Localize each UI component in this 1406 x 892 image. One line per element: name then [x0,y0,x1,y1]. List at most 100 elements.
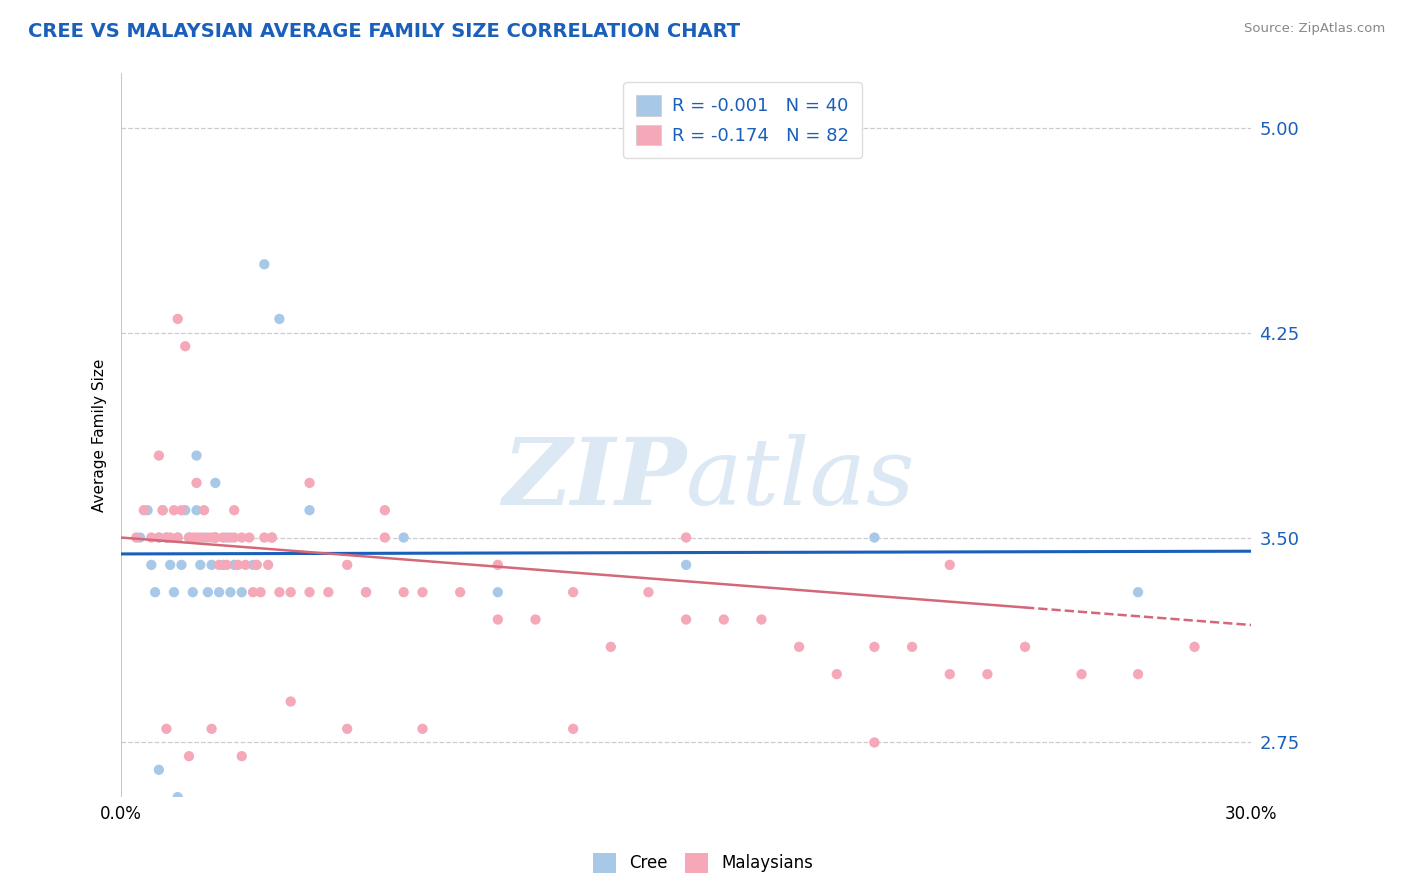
Point [148,763,170,777]
Point [170,558,193,572]
Point [152,503,174,517]
Point [148,449,170,463]
Point [863,640,886,654]
Point [787,640,810,654]
Point [374,503,396,517]
Y-axis label: Average Family Size: Average Family Size [93,359,107,512]
Point [562,585,585,599]
Point [562,722,585,736]
Point [166,531,188,545]
Point [637,585,659,599]
Point [148,531,170,545]
Point [863,531,886,545]
Point [976,667,998,681]
Point [231,749,253,764]
Point [143,585,166,599]
Point [197,585,219,599]
Point [174,339,197,353]
Point [246,558,269,572]
Point [186,475,208,490]
Point [197,531,219,545]
Point [141,531,163,545]
Point [599,640,621,654]
Point [411,722,433,736]
Point [193,531,215,545]
Point [193,503,215,517]
Point [186,503,208,517]
Point [186,531,208,545]
Point [675,531,697,545]
Point [201,531,224,545]
Point [219,531,242,545]
Point [298,585,321,599]
Point [235,558,257,572]
Point [136,503,159,517]
Point [374,531,396,545]
Point [224,531,246,545]
Point [298,475,321,490]
Point [204,531,226,545]
Point [201,722,224,736]
Point [204,475,226,490]
Text: ZIP: ZIP [502,434,686,524]
Point [269,585,291,599]
Legend: Cree, Malaysians: Cree, Malaysians [586,847,820,880]
Point [1184,640,1206,654]
Point [163,503,186,517]
Point [257,558,280,572]
Point [280,694,302,708]
Point [208,558,231,572]
Point [392,585,415,599]
Point [242,585,264,599]
Point [253,257,276,271]
Point [215,558,238,572]
Text: Source: ZipAtlas.com: Source: ZipAtlas.com [1244,22,1385,36]
Point [201,558,224,572]
Point [938,558,960,572]
Point [204,531,226,545]
Point [825,667,848,681]
Text: atlas: atlas [686,434,915,524]
Point [242,558,264,572]
Point [215,531,238,545]
Point [486,558,509,572]
Point [249,585,271,599]
Point [1014,640,1036,654]
Point [354,585,377,599]
Point [166,790,188,805]
Point [177,749,200,764]
Point [298,503,321,517]
Point [132,503,155,517]
Point [159,558,181,572]
Point [280,585,302,599]
Point [675,613,697,627]
Point [336,558,359,572]
Point [238,531,260,545]
Point [938,667,960,681]
Point [1126,585,1149,599]
Point [159,531,181,545]
Point [177,531,200,545]
Point [174,503,197,517]
Text: CREE VS MALAYSIAN AVERAGE FAMILY SIZE CORRELATION CHART: CREE VS MALAYSIAN AVERAGE FAMILY SIZE CO… [28,22,740,41]
Point [148,531,170,545]
Point [863,735,886,749]
Point [713,613,735,627]
Point [269,312,291,326]
Point [208,585,231,599]
Point [224,558,246,572]
Point [163,585,186,599]
Point [392,531,415,545]
Point [260,531,283,545]
Point [354,585,377,599]
Point [181,585,204,599]
Legend: R = -0.001   N = 40, R = -0.174   N = 82: R = -0.001 N = 40, R = -0.174 N = 82 [623,82,862,158]
Point [170,503,193,517]
Point [449,585,471,599]
Point [181,531,204,545]
Point [166,312,188,326]
Point [155,722,177,736]
Point [155,531,177,545]
Point [219,585,242,599]
Point [212,531,235,545]
